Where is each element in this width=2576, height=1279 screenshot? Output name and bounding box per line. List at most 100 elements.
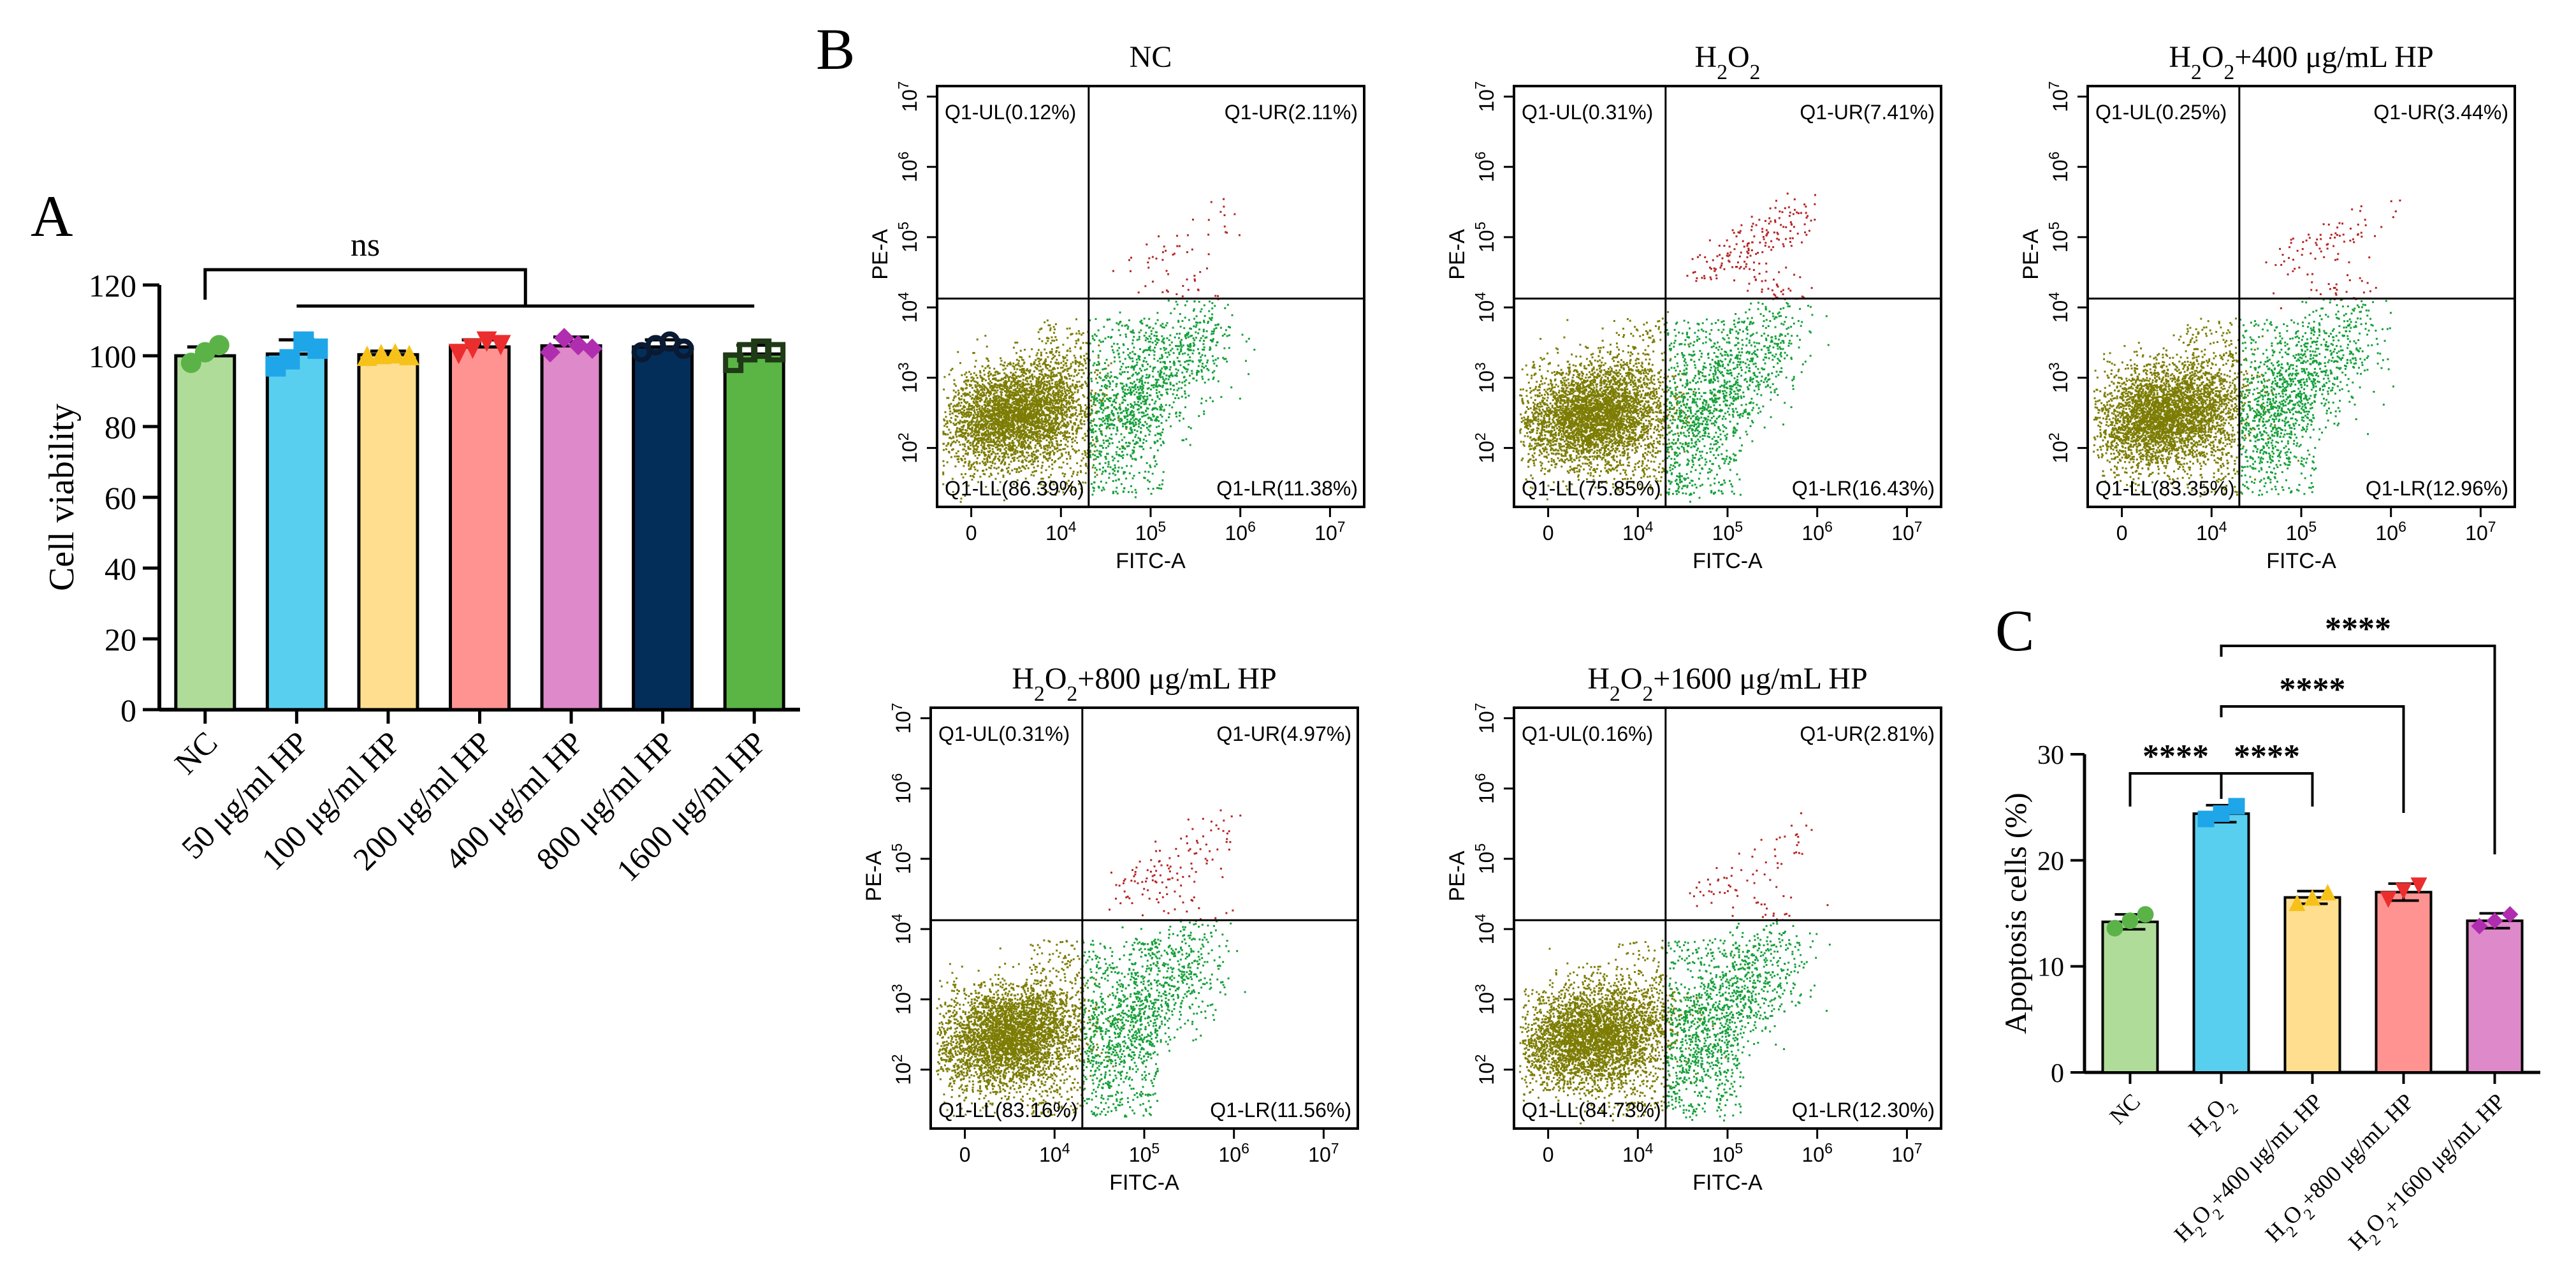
event-dot <box>977 411 979 413</box>
event-dot <box>1073 449 1075 451</box>
event-dot <box>982 365 984 367</box>
event-dot <box>1012 457 1014 459</box>
event-dot <box>955 391 957 393</box>
event-dot <box>947 434 949 435</box>
event-dot <box>1052 438 1054 440</box>
event-dot <box>977 401 979 403</box>
event-dot <box>1032 439 1034 441</box>
event-dot <box>1024 349 1026 351</box>
event-dot <box>1010 383 1012 385</box>
event-dot <box>1000 439 1002 441</box>
bar <box>176 356 235 710</box>
event-dot <box>1076 374 1078 376</box>
event-dot <box>1074 414 1076 416</box>
event-dot <box>1090 400 1092 402</box>
y-tick-label: 20 <box>105 622 136 657</box>
event-dot <box>1040 422 1042 424</box>
event-dot <box>1075 433 1077 435</box>
event-dot <box>1042 363 1044 365</box>
event-dot <box>958 413 960 414</box>
y-tick-label: 120 <box>89 268 136 303</box>
event-dot <box>1019 384 1021 386</box>
event-dot <box>986 346 988 347</box>
event-dot <box>1067 441 1069 442</box>
event-dot <box>1068 451 1070 453</box>
y-axis-label: Cell viability <box>42 404 82 591</box>
y-tick-label: 100 <box>89 339 136 374</box>
event-dot <box>1075 436 1077 438</box>
event-dot <box>1026 465 1028 467</box>
event-dot <box>942 473 944 475</box>
event-dot <box>953 379 955 381</box>
bar <box>359 354 418 710</box>
event-dot <box>943 376 945 378</box>
event-dot <box>1033 467 1035 469</box>
event-dot <box>1064 390 1066 392</box>
event-dot <box>983 439 985 441</box>
event-dot <box>1014 468 1015 470</box>
y-tick-label: 0 <box>120 692 136 728</box>
event-dot <box>1023 362 1025 363</box>
event-dot <box>1038 376 1040 378</box>
event-dot <box>977 403 979 405</box>
event-dot <box>997 453 999 455</box>
plot-frame <box>937 86 1364 507</box>
event-dot <box>1051 442 1053 444</box>
panel-label-a: A <box>31 184 73 249</box>
event-dot <box>973 452 975 454</box>
event-dot <box>1072 441 1073 443</box>
bar <box>725 354 783 710</box>
event-dot <box>1042 465 1044 467</box>
event-dot <box>1021 466 1023 468</box>
event-dot <box>1066 446 1068 448</box>
event-dot <box>984 448 986 450</box>
event-dot <box>1033 362 1035 363</box>
event-dot <box>1030 369 1031 371</box>
event-dot <box>1008 363 1010 365</box>
data-point <box>209 335 229 355</box>
data-point <box>768 344 783 360</box>
event-dot <box>1000 391 1001 393</box>
panel-label-b: B <box>816 17 855 82</box>
panel-label-c: C <box>1995 598 2034 663</box>
event-dot <box>1082 453 1084 455</box>
event-dot <box>989 400 991 402</box>
event-dot <box>983 370 985 372</box>
event-dot <box>987 376 989 377</box>
event-dot <box>1063 422 1065 424</box>
plot-title: NC <box>1130 40 1172 74</box>
event-dot <box>1084 433 1086 435</box>
event-dot <box>964 374 966 376</box>
event-dot <box>1065 392 1066 394</box>
event-dot <box>966 376 968 378</box>
event-dot <box>1077 372 1079 374</box>
event-dot <box>1062 370 1064 372</box>
event-dot <box>1037 358 1038 360</box>
event-dot <box>1015 352 1017 354</box>
event-dot <box>1055 395 1057 397</box>
event-dot <box>1035 409 1037 411</box>
event-dot <box>970 444 971 446</box>
event-dot <box>979 397 980 399</box>
event-dot <box>943 425 945 427</box>
event-dot <box>997 472 999 474</box>
event-dots <box>942 198 1255 503</box>
event-dot <box>1079 381 1081 383</box>
event-dot <box>1001 452 1003 454</box>
event-dot <box>1085 362 1087 364</box>
event-dot <box>1031 471 1033 473</box>
event-dot <box>960 501 962 503</box>
panel-a-bar-chart: 020406080100120Cell viabilityNC50 μg/ml … <box>42 227 800 888</box>
event-dot <box>982 461 984 463</box>
event-dot <box>1003 381 1005 383</box>
event-dot <box>1069 347 1071 349</box>
event-dot <box>1007 365 1008 367</box>
event-dot <box>1060 397 1062 399</box>
event-dot <box>1003 458 1005 460</box>
y-tick-label: 40 <box>105 551 136 587</box>
event-dot <box>1033 460 1035 462</box>
event-dot <box>1065 424 1067 426</box>
event-dot <box>974 417 976 419</box>
event-dot <box>994 463 996 465</box>
event-dot <box>977 446 979 448</box>
